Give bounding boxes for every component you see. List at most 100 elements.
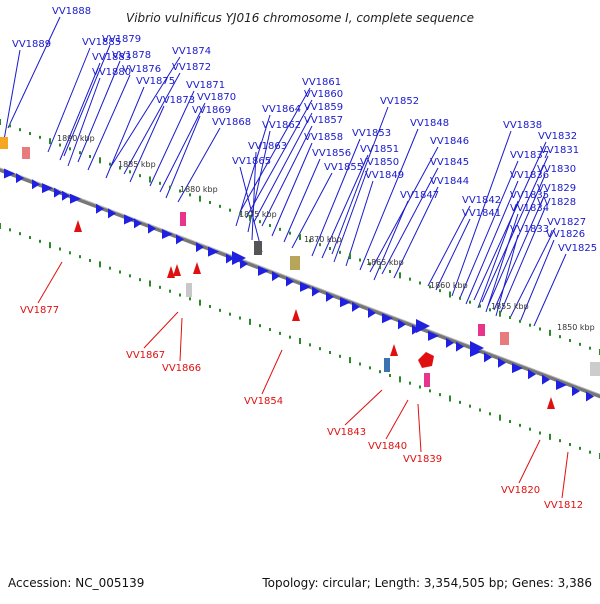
lower-leader-line xyxy=(417,403,422,453)
upper-gene-label: VV1828 xyxy=(537,197,576,208)
lower-scale-tick xyxy=(329,351,331,354)
lower-scale-tick xyxy=(279,331,281,335)
lower-scale-tick xyxy=(379,370,381,374)
upper-scale-tick xyxy=(279,227,281,231)
lower-scale-tick xyxy=(89,259,91,262)
upper-gene-label: VV1842 xyxy=(462,195,501,206)
upper-leader-line xyxy=(47,47,91,153)
lower-scale-tick xyxy=(449,395,451,402)
upper-scale-tick xyxy=(439,289,441,293)
upper-scale-tick xyxy=(399,272,401,279)
upper-leader-line xyxy=(105,86,145,179)
scale-label: 1870 kbp xyxy=(304,235,342,244)
upper-scale-tick xyxy=(0,119,1,125)
upper-scale-tick xyxy=(109,162,111,166)
upper-scale-tick xyxy=(169,185,171,189)
upper-scale-tick xyxy=(409,277,411,281)
upper-gene-label: VV1863 xyxy=(248,141,287,152)
upper-leader-line xyxy=(129,105,165,183)
upper-leader-line xyxy=(261,125,313,227)
upper-scale-tick xyxy=(549,329,551,336)
forward-gene-arrow xyxy=(586,391,594,402)
lower-scale-tick xyxy=(229,312,231,316)
lower-gene-label: VV1866 xyxy=(162,363,201,374)
forward-gene-arrow xyxy=(70,193,81,204)
lower-scale-tick xyxy=(439,393,441,397)
upper-scale-tick xyxy=(369,262,371,266)
lower-gene-label: VV1820 xyxy=(501,485,540,496)
lower-scale-tick xyxy=(99,261,101,268)
lower-scale-tick xyxy=(309,343,311,347)
upper-gene-label: VV1888 xyxy=(52,6,91,17)
forward-gene-arrow xyxy=(196,242,204,253)
upper-scale-tick xyxy=(249,214,251,221)
upper-scale-tick xyxy=(559,335,561,339)
upper-gene-label: VV1869 xyxy=(192,105,231,116)
reverse-gene-arrow xyxy=(74,220,82,232)
upper-leader-line xyxy=(63,44,111,157)
upper-scale-tick xyxy=(139,174,141,178)
forward-gene-arrow xyxy=(340,297,351,308)
upper-scale-tick xyxy=(209,201,211,204)
upper-leader-line xyxy=(87,74,131,171)
upper-leader-line xyxy=(253,112,313,223)
upper-scale-tick xyxy=(379,266,381,270)
lower-scale-tick xyxy=(189,297,191,301)
upper-gene-label: VV1852 xyxy=(380,96,419,107)
upper-gene-label: VV1870 xyxy=(197,92,236,103)
lower-leader-line xyxy=(179,317,183,362)
upper-gene-label: VV1873 xyxy=(156,95,195,106)
reverse-gene-arrow xyxy=(193,262,201,274)
upper-gene-label: VV1871 xyxy=(186,80,225,91)
lower-scale-tick xyxy=(429,389,431,393)
upper-scale-tick xyxy=(449,291,451,298)
upper-leader-line xyxy=(427,205,471,287)
lower-scale-tick xyxy=(9,228,11,232)
upper-scale-tick xyxy=(499,310,501,317)
upper-gene-label: VV1880 xyxy=(92,67,131,78)
lower-scale-tick xyxy=(579,446,581,450)
upper-scale-tick xyxy=(149,176,151,183)
scale-label: 1875 kbp xyxy=(239,210,277,219)
scale-label: 1865 kbp xyxy=(366,258,404,267)
lower-scale-tick xyxy=(39,239,41,243)
lower-scale-tick xyxy=(359,362,361,366)
upper-leader-line xyxy=(459,160,519,299)
lower-scale-tick xyxy=(409,381,411,385)
lower-scale-tick xyxy=(519,423,521,427)
backbone-highlight xyxy=(0,167,600,395)
upper-gene-label: VV1829 xyxy=(537,183,576,194)
light-gray-feature xyxy=(186,283,192,297)
upper-scale-tick xyxy=(389,270,391,273)
lower-leader-line xyxy=(561,451,569,499)
olive-feature xyxy=(290,256,300,270)
forward-gene-arrow xyxy=(124,214,135,225)
upper-gene-label: VV1838 xyxy=(503,120,542,131)
upper-gene-label: VV1883 xyxy=(92,52,131,63)
lower-leader-line xyxy=(518,439,541,484)
upper-leader-line xyxy=(499,207,546,315)
scale-labels: 1890 kbp 1885 kbp 1880 kbp 1875 kbp 1870 kbp… xyxy=(57,134,595,332)
forward-gene-arrow xyxy=(16,173,24,184)
forward-gene-arrow xyxy=(368,307,376,318)
upper-scale-tick xyxy=(29,132,31,135)
forward-gene-arrow xyxy=(258,265,269,276)
upper-leader-line xyxy=(451,130,512,297)
forward-gene-arrow xyxy=(326,291,334,302)
upper-gene-label: VV1853 xyxy=(352,128,391,139)
upper-leader-line xyxy=(519,239,555,323)
forward-gene-arrow xyxy=(484,352,492,363)
lower-scale-tick xyxy=(19,232,21,236)
upper-gene-label: VV1850 xyxy=(360,157,399,168)
upper-leader-line xyxy=(311,138,361,257)
upper-scale-tick xyxy=(329,247,331,250)
upper-scale-tick xyxy=(179,189,181,193)
upper-gene-label: VV1845 xyxy=(430,157,469,168)
upper-gene-label: VV1879 xyxy=(102,34,141,45)
upper-gene-label: VV1868 xyxy=(212,117,251,128)
forward-gene-arrow xyxy=(556,379,567,390)
upper-scale-tick xyxy=(9,124,11,128)
lower-scale-tick xyxy=(289,335,291,339)
